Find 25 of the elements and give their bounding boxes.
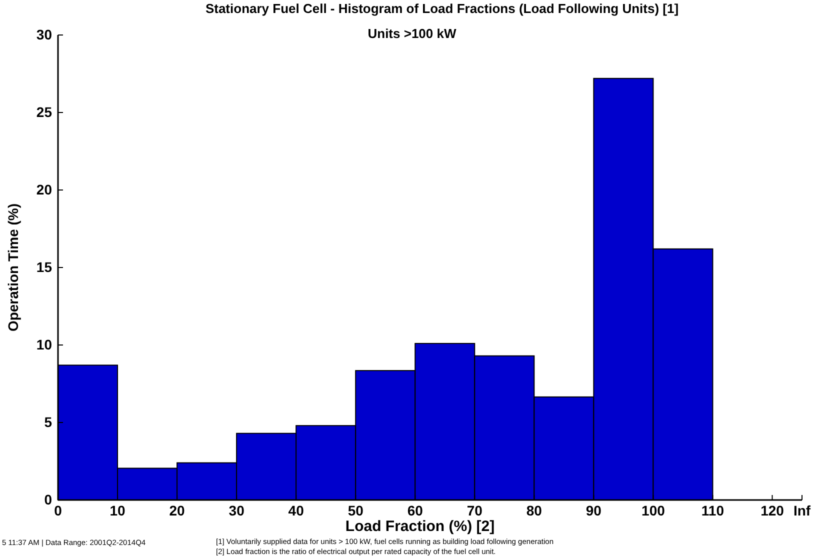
x-tick-label: 90 [586, 502, 602, 518]
x-tick-label: Inf [793, 502, 811, 518]
y-axis-title: Operation Time (%) [5, 203, 21, 332]
x-tick-label: 50 [348, 502, 364, 518]
y-tick-label: 15 [36, 258, 52, 275]
y-tick-label: 30 [36, 26, 52, 42]
y-tick-label: 25 [36, 104, 52, 120]
chart-title: Stationary Fuel Cell - Histogram of Load Fractions (Load Following Units) [1] [205, 1, 679, 16]
x-tick-label: 100 [642, 502, 666, 518]
x-tick-label: 0 [54, 502, 62, 518]
x-tick-label: 60 [407, 502, 424, 518]
y-tick-label: 0 [44, 491, 52, 508]
y-tick-label: 5 [44, 414, 52, 430]
x-tick-label: 10 [110, 502, 126, 518]
x-tick-label: 120 [760, 502, 784, 518]
x-axis-title: Load Fraction (%) [2] [345, 518, 495, 535]
x-tick-label: 80 [526, 502, 542, 518]
x-tick-label: 30 [228, 502, 245, 518]
chart-subtitle: Units >100 kW [368, 26, 457, 41]
y-tick-label: 10 [36, 336, 52, 352]
x-tick-label: 40 [288, 502, 304, 518]
x-tick-label: 110 [701, 502, 724, 518]
x-tick-label: 70 [466, 502, 483, 518]
x-tick-label: 20 [169, 502, 186, 518]
y-tick-label: 20 [36, 181, 52, 198]
